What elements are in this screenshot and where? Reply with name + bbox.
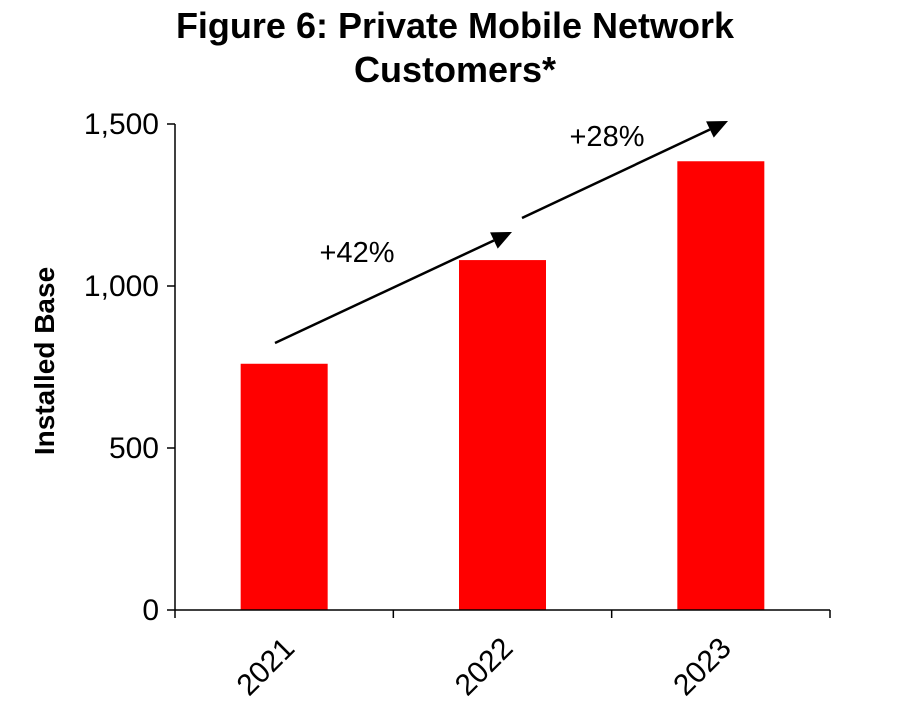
bar-2023 [677, 161, 765, 610]
bar-2021 [240, 363, 328, 610]
x-axis-ticks: 2021 2022 2023 [174, 610, 831, 703]
y-tick-label: 500 [109, 432, 159, 465]
growth-label: +28% [570, 121, 645, 153]
chart-title-line-2: Customers* [353, 49, 557, 90]
x-tick-label-2023: 2023 [667, 632, 738, 703]
y-axis-ticks: 0 500 1,000 1,500 [84, 108, 175, 627]
x-tick-label-2021: 2021 [231, 632, 302, 703]
growth-arrow-head [490, 232, 512, 249]
bars-group [240, 161, 765, 610]
y-axis-title: Installed Base [29, 267, 60, 455]
chart-title: Figure 6: Private Mobile Network Custome… [0, 4, 900, 92]
growth-arrow-line [521, 128, 711, 220]
growth-arrow-head [706, 121, 728, 138]
chart-title-line-1: Figure 6: Private Mobile Network [175, 5, 735, 46]
y-tick-label: 0 [142, 594, 159, 627]
growth-arrow-line [274, 239, 495, 345]
growth-annotations: +42% +28% [274, 121, 728, 345]
x-tick-label-2022: 2022 [449, 632, 520, 703]
bar-2022 [459, 260, 546, 610]
y-tick-label: 1,500 [84, 108, 159, 141]
y-tick-label: 1,000 [84, 270, 159, 303]
growth-label: +42% [320, 237, 395, 269]
